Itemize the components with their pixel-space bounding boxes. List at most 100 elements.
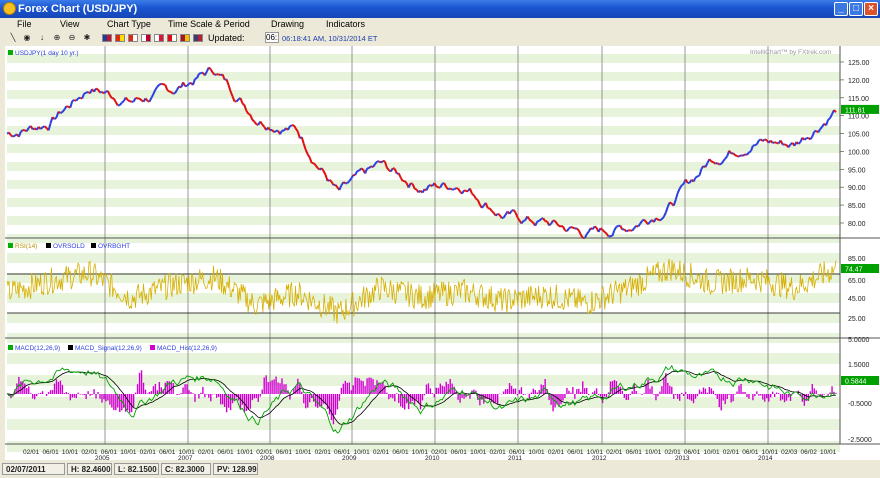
menu-bar: File View Chart Type Time Scale & Period… (0, 18, 880, 32)
price-segment (411, 183, 416, 189)
menu-indicators[interactable]: Indicators (326, 19, 366, 29)
price-segment (346, 180, 351, 184)
chart-area[interactable]: IntelliChart™ by FXtrek.com USDJPY(1 day… (5, 46, 880, 462)
price-segment (121, 100, 125, 104)
crosshair-icon[interactable]: ◉ (23, 33, 31, 42)
x-month-label: 06/01 (217, 449, 234, 456)
price-segment (497, 212, 501, 216)
price-segment (319, 167, 323, 171)
watermark: IntelliChart™ by FXtrek.com (750, 49, 831, 56)
price-segment (613, 226, 618, 231)
price-segment (576, 227, 580, 232)
status-low: L: 82.1500 (114, 463, 159, 475)
price-tick-label: 110.00 (848, 114, 869, 121)
x-month-label: 06/01 (567, 449, 584, 456)
menu-view[interactable]: View (60, 19, 80, 29)
price-segment (334, 184, 339, 188)
flag-us-uk[interactable] (102, 34, 112, 42)
price-segment (194, 77, 198, 80)
minimize-button[interactable]: _ (834, 2, 848, 16)
price-segment (372, 163, 376, 168)
price-segment (57, 110, 62, 114)
price-segment (69, 100, 74, 108)
x-month-label: 02/01 (315, 449, 332, 456)
price-segment (322, 170, 327, 176)
price-segment (514, 212, 519, 218)
price-segment (700, 165, 705, 170)
x-month-label: 10/01 (120, 449, 137, 456)
price-segment (548, 223, 552, 227)
grid-band (7, 54, 840, 63)
price-segment (162, 83, 166, 86)
x-month-label: 02/01 (490, 449, 507, 456)
menu-drawing[interactable]: Drawing (271, 19, 305, 29)
price-segment (225, 79, 230, 86)
price-tick-label: 105.00 (848, 132, 870, 139)
price-segment (445, 186, 449, 191)
zoom-out-icon[interactable]: ⊖ (68, 33, 76, 42)
price-segment (809, 136, 814, 141)
menu-file[interactable]: File (17, 19, 32, 29)
price-segment (20, 129, 24, 133)
forex-chart[interactable]: IntelliChart™ by FXtrek.com USDJPY(1 day… (5, 46, 880, 462)
price-segment (235, 98, 240, 103)
flag-usa[interactable] (193, 34, 203, 42)
flag-hk[interactable] (128, 34, 138, 42)
price-segment (694, 175, 699, 179)
price-segment (109, 94, 113, 99)
price-segment (399, 177, 404, 182)
price-segment (83, 91, 87, 95)
price-segment (833, 109, 837, 113)
x-month-label: 02/01 (198, 449, 215, 456)
updated-value: 06:18:18 (265, 32, 279, 43)
price-segment (127, 99, 131, 103)
flag-japan[interactable] (141, 34, 151, 42)
price-segment (744, 153, 748, 156)
x-month-label: 10/01 (820, 449, 837, 456)
price-segment (212, 72, 216, 76)
price-segment (378, 160, 382, 164)
price-segment (410, 182, 413, 185)
x-month-label: 10/01 (62, 449, 79, 456)
flag-spain[interactable] (180, 34, 190, 42)
ovrsold-legend: OVRSOLD (53, 243, 85, 250)
arrow-down-icon[interactable]: ↓ (40, 33, 44, 42)
title-bar[interactable]: Forex Chart (USD/JPY) _ □ × (0, 0, 880, 18)
price-segment (639, 220, 643, 225)
price-segment (295, 128, 299, 133)
flag-china[interactable] (115, 34, 125, 42)
price-segment (672, 199, 677, 207)
flag-poland[interactable] (154, 34, 164, 42)
price-segment (188, 81, 192, 85)
grid-band (7, 273, 840, 283)
price-segment (147, 99, 150, 103)
flag-turkey[interactable] (167, 34, 177, 42)
x-month-label: 06/01 (626, 449, 643, 456)
price-segment (603, 231, 608, 235)
close-button[interactable]: × (864, 2, 878, 16)
draw-line-icon[interactable]: ╲ (10, 33, 16, 42)
x-month-label: 06/01 (684, 449, 701, 456)
zoom-in-icon[interactable]: ⊕ (53, 33, 61, 42)
toolbar: ╲ ◉ ↓ ⊕ ⊖ ✱ Updated: 06:18:18 06:18:41 A… (0, 32, 880, 46)
price-segment (119, 102, 123, 106)
price-segment (585, 231, 590, 235)
price-segment (664, 206, 669, 213)
menu-chart-type[interactable]: Chart Type (107, 19, 151, 29)
price-segment (829, 113, 833, 119)
refresh-icon[interactable]: ✱ (83, 33, 91, 42)
price-segment (203, 71, 208, 76)
app-icon (3, 2, 16, 15)
price-segment (795, 141, 800, 145)
x-month-label: 10/01 (237, 449, 254, 456)
price-segment (350, 174, 355, 179)
price-segment (523, 219, 526, 222)
menu-time-scale[interactable]: Time Scale & Period (168, 19, 250, 29)
maximize-button[interactable]: □ (849, 2, 863, 16)
price-segment (249, 114, 254, 121)
price-segment (457, 188, 461, 193)
price-segment (746, 151, 750, 156)
price-segment (498, 214, 503, 219)
x-year-label: 2012 (592, 455, 607, 460)
